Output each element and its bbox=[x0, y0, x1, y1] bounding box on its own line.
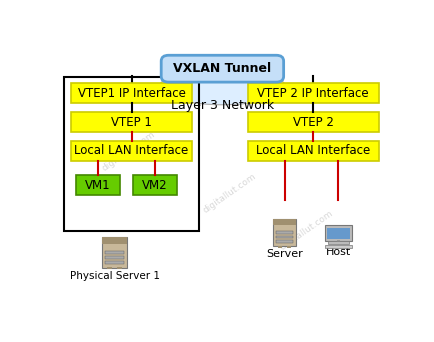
Ellipse shape bbox=[233, 67, 272, 92]
Text: VM1: VM1 bbox=[85, 179, 111, 192]
FancyBboxPatch shape bbox=[325, 245, 352, 248]
Text: VTEP 2: VTEP 2 bbox=[293, 116, 334, 129]
FancyBboxPatch shape bbox=[248, 83, 379, 103]
FancyBboxPatch shape bbox=[102, 237, 128, 244]
Text: VTEP1 IP Interface: VTEP1 IP Interface bbox=[78, 87, 186, 100]
Text: digitallut.com: digitallut.com bbox=[201, 172, 257, 215]
FancyBboxPatch shape bbox=[287, 246, 291, 248]
Text: Server: Server bbox=[266, 249, 303, 259]
Ellipse shape bbox=[158, 77, 192, 100]
FancyBboxPatch shape bbox=[248, 141, 379, 161]
Text: VTEP 2 IP Interface: VTEP 2 IP Interface bbox=[257, 87, 369, 100]
FancyBboxPatch shape bbox=[337, 240, 340, 242]
Ellipse shape bbox=[253, 77, 286, 100]
FancyBboxPatch shape bbox=[105, 251, 125, 253]
Ellipse shape bbox=[197, 58, 248, 90]
Ellipse shape bbox=[253, 77, 286, 100]
FancyBboxPatch shape bbox=[76, 175, 120, 195]
FancyBboxPatch shape bbox=[71, 83, 192, 103]
FancyBboxPatch shape bbox=[133, 175, 177, 195]
FancyBboxPatch shape bbox=[273, 219, 296, 225]
FancyBboxPatch shape bbox=[276, 236, 293, 238]
FancyBboxPatch shape bbox=[105, 261, 125, 264]
FancyBboxPatch shape bbox=[105, 256, 125, 259]
Ellipse shape bbox=[173, 67, 212, 92]
Text: digitallut.com: digitallut.com bbox=[100, 130, 157, 173]
FancyBboxPatch shape bbox=[276, 240, 293, 243]
FancyBboxPatch shape bbox=[325, 225, 352, 241]
Text: digitallut.com: digitallut.com bbox=[278, 209, 335, 252]
FancyBboxPatch shape bbox=[248, 112, 379, 132]
FancyBboxPatch shape bbox=[71, 112, 192, 132]
Ellipse shape bbox=[158, 77, 192, 100]
Text: Host: Host bbox=[326, 247, 351, 257]
FancyBboxPatch shape bbox=[278, 246, 282, 248]
Text: Local LAN Interface: Local LAN Interface bbox=[75, 144, 189, 157]
Ellipse shape bbox=[167, 77, 278, 105]
Ellipse shape bbox=[233, 67, 272, 92]
FancyBboxPatch shape bbox=[328, 241, 349, 244]
Ellipse shape bbox=[173, 67, 212, 92]
FancyBboxPatch shape bbox=[327, 228, 350, 239]
Text: VM2: VM2 bbox=[142, 179, 168, 192]
FancyBboxPatch shape bbox=[161, 55, 284, 82]
Text: VXLAN Tunnel: VXLAN Tunnel bbox=[173, 62, 272, 75]
Text: VTEP 1: VTEP 1 bbox=[111, 116, 152, 129]
FancyBboxPatch shape bbox=[102, 237, 128, 267]
FancyBboxPatch shape bbox=[276, 231, 293, 234]
FancyBboxPatch shape bbox=[71, 141, 192, 161]
Ellipse shape bbox=[197, 58, 248, 90]
FancyBboxPatch shape bbox=[107, 267, 112, 269]
FancyBboxPatch shape bbox=[117, 267, 122, 269]
FancyBboxPatch shape bbox=[273, 219, 296, 247]
Text: Local LAN Interface: Local LAN Interface bbox=[256, 144, 370, 157]
Text: Layer 3 Network: Layer 3 Network bbox=[171, 99, 274, 112]
Ellipse shape bbox=[167, 77, 278, 105]
Text: Physical Server 1: Physical Server 1 bbox=[70, 272, 160, 281]
